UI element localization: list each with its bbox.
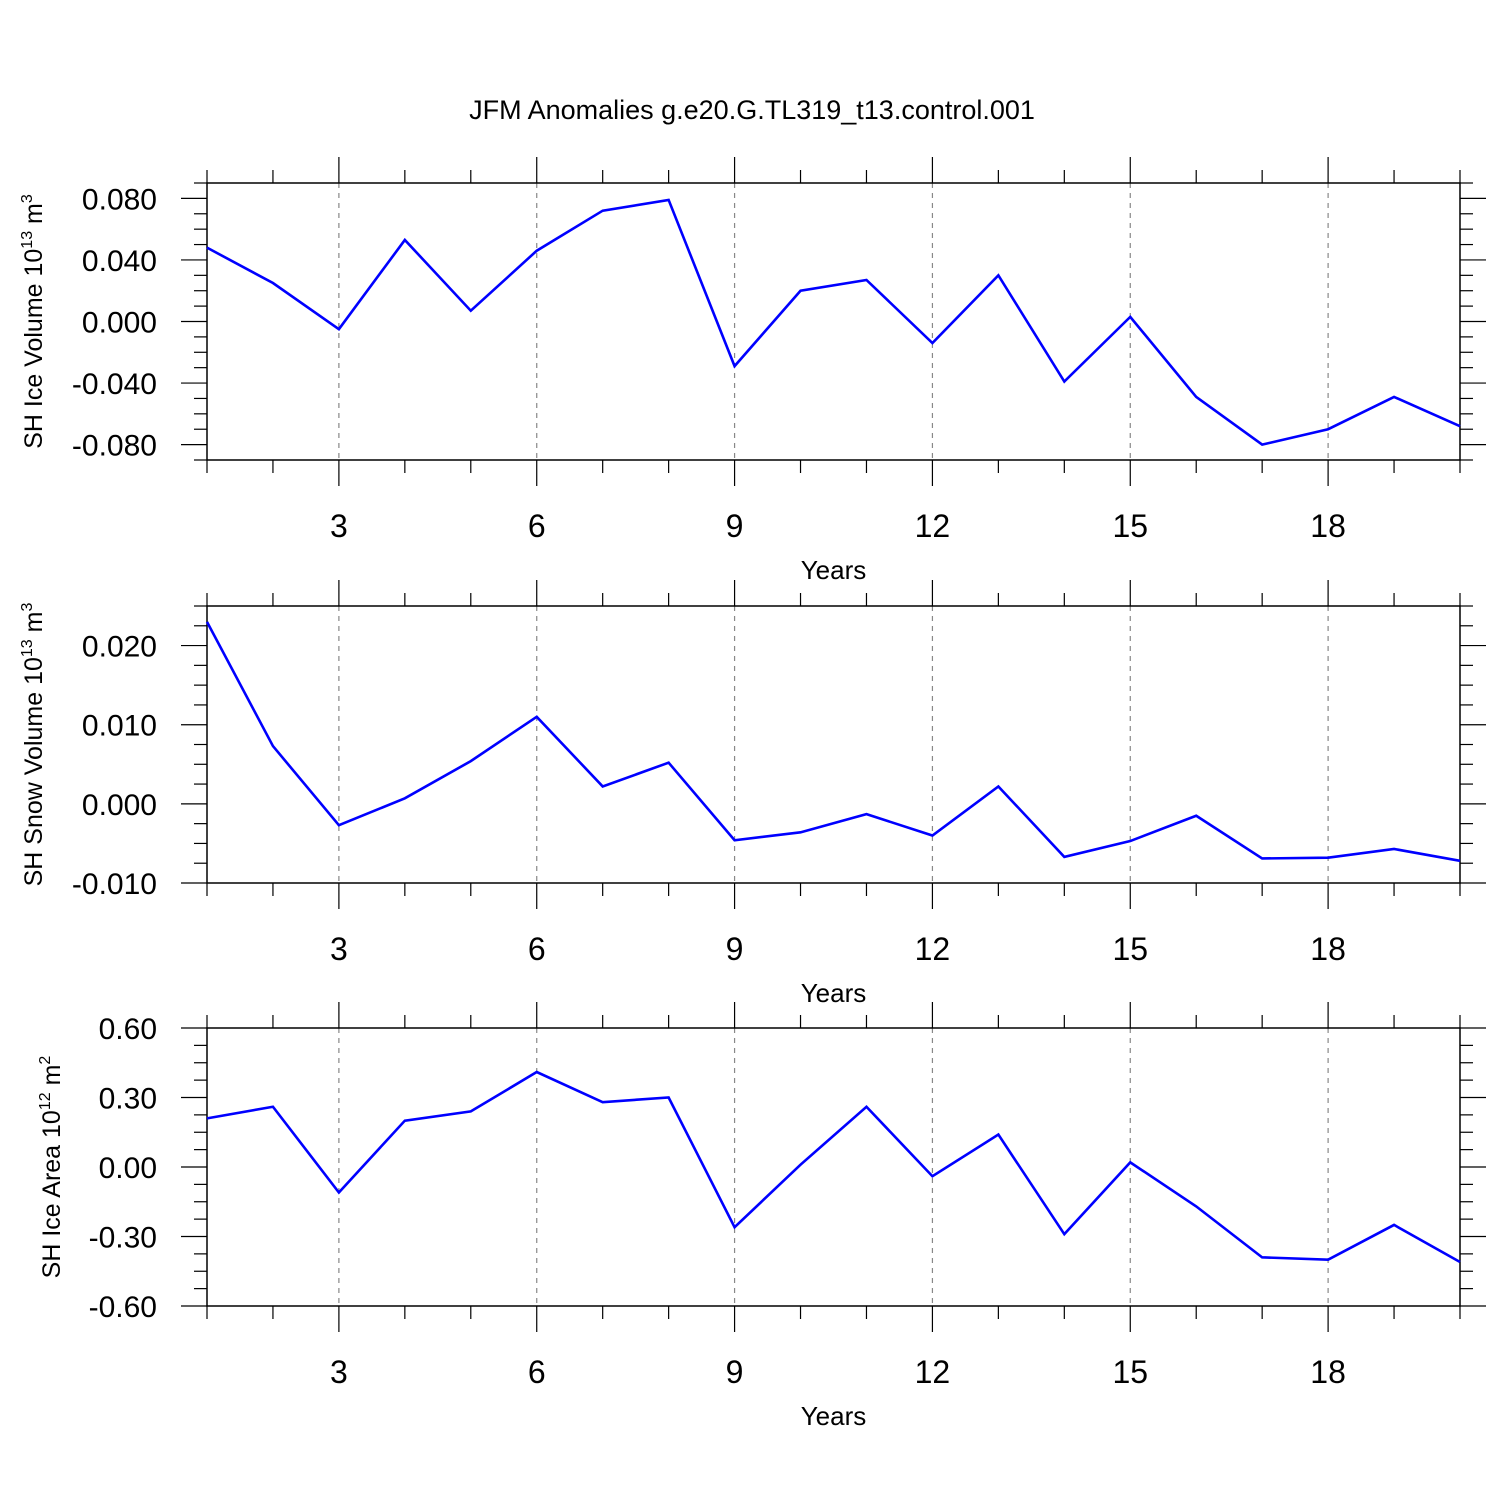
y-tick-label: 0.00 bbox=[99, 1152, 157, 1185]
y-axis-label: SH Snow Volume 1013 m3 bbox=[19, 603, 48, 887]
plot-frame bbox=[206, 1027, 1461, 1307]
x-tick-label: 12 bbox=[915, 508, 951, 544]
y-tick-label: -0.30 bbox=[89, 1222, 157, 1255]
chart-panel-1: 3 6 9 12 15 18 -0.080 -0.040 0.000 0.040 0.080 Year… bbox=[19, 157, 1486, 585]
y-tick-label: 0.000 bbox=[82, 789, 157, 822]
x-axis-label: Years bbox=[801, 978, 867, 1008]
y-axis-label-main: SH Snow Volume 10 bbox=[20, 657, 48, 886]
x-axis-label: Years bbox=[801, 1401, 867, 1431]
y-axis-label-unit: m bbox=[20, 203, 48, 231]
y-tick-label: -0.010 bbox=[72, 868, 157, 901]
y-tick-label: 0.040 bbox=[82, 245, 157, 278]
x-tick-label: 9 bbox=[726, 508, 744, 544]
x-tick-label: 6 bbox=[528, 508, 546, 544]
x-tick-label: 15 bbox=[1112, 931, 1148, 967]
y-tick-label: -0.040 bbox=[72, 368, 157, 401]
series-line-1 bbox=[206, 1070, 1461, 1264]
chart-panels: 3 6 9 12 15 18 -0.080 -0.040 0.000 0.040 0.080 Year… bbox=[19, 157, 1486, 1431]
y-axis-label: SH Ice Volume 1013 m3 bbox=[19, 194, 48, 449]
x-tick-label: 6 bbox=[528, 1354, 546, 1390]
x-axis-label: Years bbox=[801, 555, 867, 585]
y-tick-label: 0.60 bbox=[99, 1013, 157, 1046]
x-tick-label: 9 bbox=[726, 1354, 744, 1390]
y-axis-label-unit-exponent: 3 bbox=[19, 194, 36, 203]
series-line-1 bbox=[205, 621, 1461, 863]
y-axis-label-unit-exponent: 3 bbox=[19, 603, 36, 612]
y-tick-label: -0.60 bbox=[89, 1291, 157, 1324]
x-tick-label: 18 bbox=[1310, 931, 1346, 967]
series-line-1 bbox=[206, 198, 1461, 447]
x-tick-label: 18 bbox=[1310, 1354, 1346, 1390]
y-axis-label-exponent: 12 bbox=[37, 1092, 54, 1110]
x-tick-label: 3 bbox=[330, 1354, 348, 1390]
chart-panel-3: 3 6 9 12 15 18 -0.60 -0.30 0.00 0.30 0.60 Years SH I… bbox=[37, 1002, 1486, 1431]
plot-frame bbox=[206, 182, 1461, 461]
x-tick-label: 3 bbox=[330, 931, 348, 967]
plot-frame bbox=[206, 605, 1461, 884]
y-axis-label: SH Ice Area 1012 m2 bbox=[37, 1056, 66, 1279]
x-tick-label: 9 bbox=[726, 931, 744, 967]
y-tick-label: 0.010 bbox=[82, 710, 157, 743]
y-tick-label: -0.080 bbox=[72, 430, 157, 463]
y-axis-label-exponent: 13 bbox=[19, 231, 36, 249]
x-tick-label: 6 bbox=[528, 931, 546, 967]
x-tick-label: 15 bbox=[1112, 1354, 1148, 1390]
y-axis-label-unit: m bbox=[38, 1065, 66, 1093]
y-axis-label-main: SH Ice Volume 10 bbox=[20, 249, 48, 449]
y-axis-label-unit: m bbox=[20, 612, 48, 640]
chart-panel-2: 3 6 9 12 15 18 -0.010 0.000 0.010 0.020 Years SH Sn… bbox=[19, 580, 1486, 1008]
y-tick-label: 0.30 bbox=[99, 1083, 157, 1116]
y-tick-label: 0.080 bbox=[82, 183, 157, 216]
y-axis-label-unit-exponent: 2 bbox=[37, 1056, 54, 1065]
y-tick-label: 0.000 bbox=[82, 307, 157, 340]
x-tick-label: 3 bbox=[330, 508, 348, 544]
figure-title: JFM Anomalies g.e20.G.TL319_t13.control.… bbox=[469, 95, 1035, 125]
x-tick-label: 18 bbox=[1310, 508, 1346, 544]
x-tick-label: 12 bbox=[915, 1354, 951, 1390]
y-axis-label-main: SH Ice Area 10 bbox=[38, 1110, 66, 1278]
x-tick-label: 12 bbox=[915, 931, 951, 967]
y-tick-label: 0.020 bbox=[82, 631, 157, 664]
x-tick-label: 15 bbox=[1112, 508, 1148, 544]
y-axis-label-exponent: 13 bbox=[19, 639, 36, 657]
